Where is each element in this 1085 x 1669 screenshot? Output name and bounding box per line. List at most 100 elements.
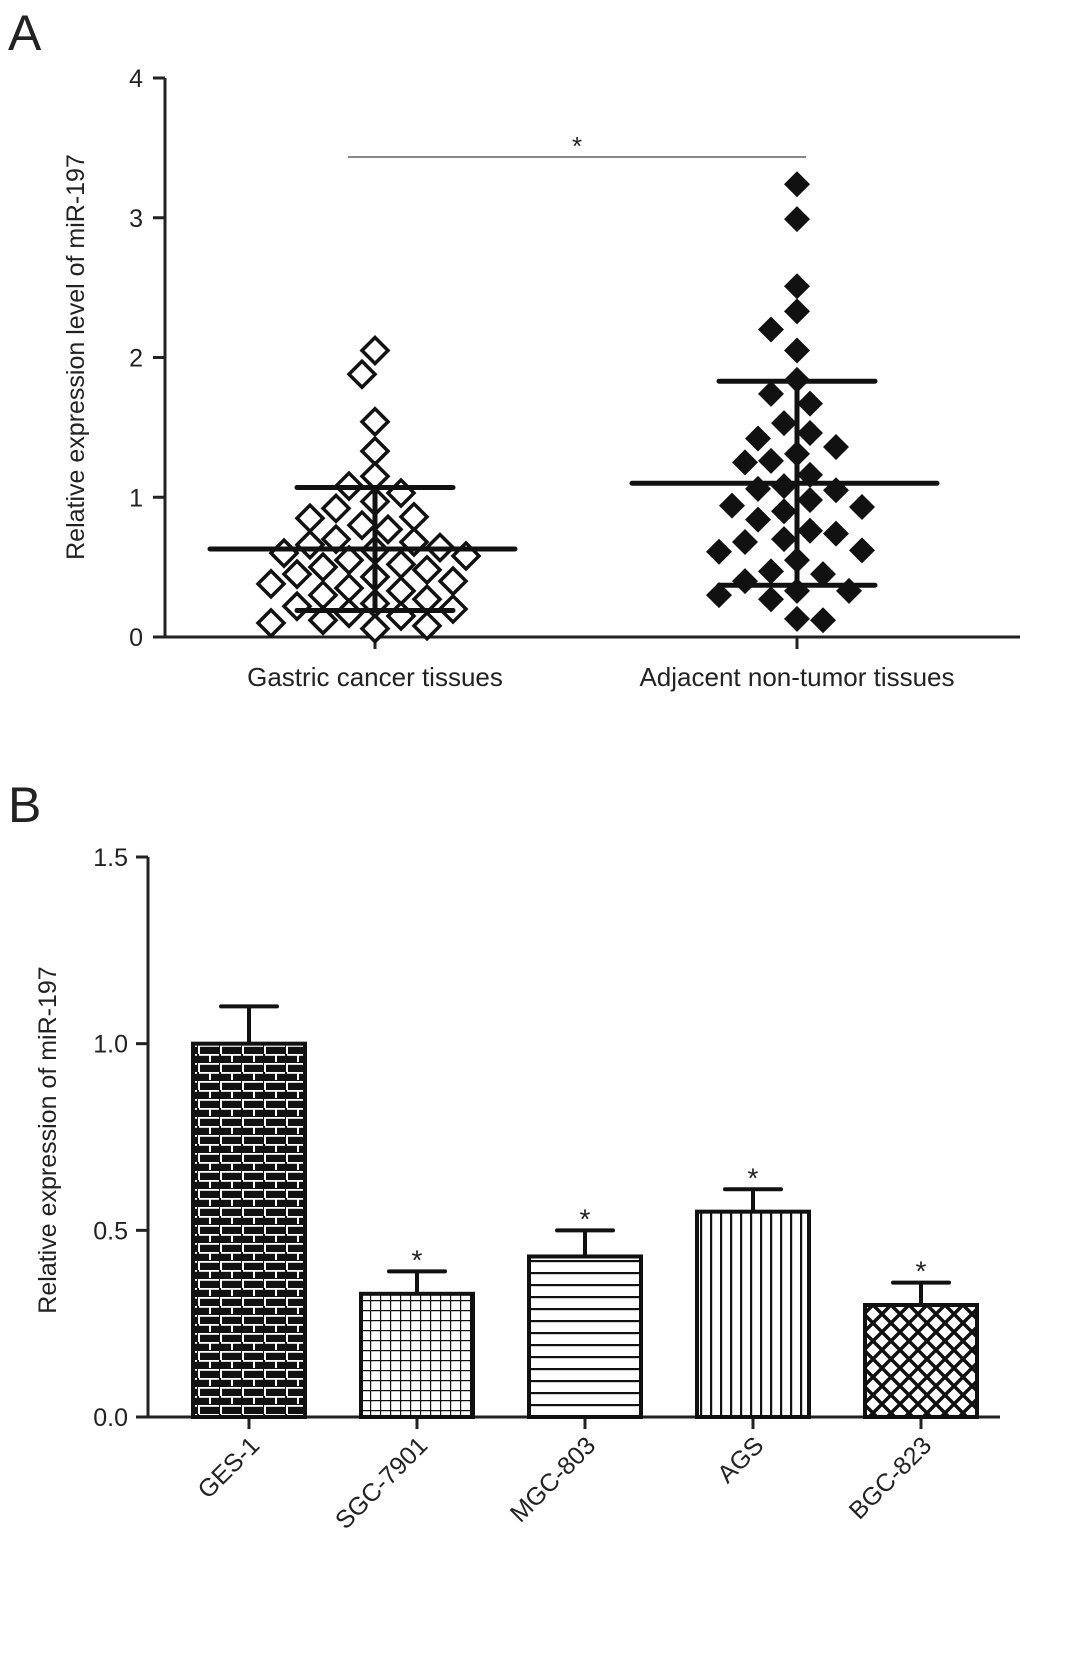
filled-diamond-point xyxy=(784,605,810,632)
filled-diamond-point xyxy=(810,607,836,634)
significance-star: * xyxy=(748,1162,759,1193)
filled-diamond-point xyxy=(810,561,836,588)
panel-b-bars xyxy=(191,1004,979,1420)
panel-b-annotations: * * * * xyxy=(412,1162,927,1286)
filled-diamond-point xyxy=(784,273,810,300)
open-diamond-point xyxy=(294,529,326,561)
open-diamond-point xyxy=(359,613,391,645)
open-diamond-point xyxy=(359,406,391,438)
open-diamond-point xyxy=(307,551,339,583)
filled-diamond-point xyxy=(797,390,823,417)
filled-diamond-point xyxy=(771,473,797,500)
filled-diamond-point xyxy=(706,538,732,565)
filled-diamond-point xyxy=(732,568,758,595)
y-tick-label: 3 xyxy=(129,205,143,233)
panel-letter-b: B xyxy=(8,777,41,833)
open-diamond-point xyxy=(411,610,443,642)
open-diamond-point xyxy=(333,572,365,604)
open-diamond-point xyxy=(346,509,378,541)
open-diamond-point xyxy=(372,513,404,545)
y-tick-label: 0.0 xyxy=(93,1404,128,1432)
significance-star: * xyxy=(580,1203,591,1234)
open-diamond-point xyxy=(333,597,365,629)
y-tick-label: 1.5 xyxy=(93,844,128,872)
panel-b-y-axis-label: Relative expression of miR-197 xyxy=(34,966,62,1313)
open-diamond-point xyxy=(385,600,417,632)
y-tick-label: 0.5 xyxy=(93,1217,128,1245)
y-tick-label: 1 xyxy=(129,484,143,512)
bar-ges-1 xyxy=(191,1041,307,1419)
open-diamond-point xyxy=(411,554,443,586)
open-diamond-point xyxy=(320,523,352,555)
open-diamond-point xyxy=(359,335,391,366)
open-diamond-point xyxy=(294,502,326,534)
panel-b: B Relative expression of miR-197 0.0 0.5… xyxy=(8,777,1000,1535)
panel-a-mean-sd xyxy=(207,378,940,613)
filled-diamond-point xyxy=(732,449,758,476)
filled-diamond-point xyxy=(706,582,732,609)
panel-a: A Relative expression level of miR-197 0… xyxy=(8,5,1020,692)
open-diamond-point xyxy=(268,537,300,569)
y-tick-label: 0 xyxy=(129,624,143,652)
filled-diamond-point xyxy=(758,558,784,585)
open-diamond-point xyxy=(346,358,378,390)
filled-diamond-point xyxy=(797,517,823,544)
open-diamond-point xyxy=(320,492,352,524)
filled-diamond-point xyxy=(745,425,771,452)
x-category-label: AGS xyxy=(712,1431,769,1488)
y-tick-label: 1.0 xyxy=(93,1031,128,1059)
open-diamond-point xyxy=(385,575,417,607)
filled-diamond-point xyxy=(784,337,810,364)
filled-diamond-point xyxy=(849,537,875,564)
filled-diamond-point xyxy=(719,492,745,519)
panel-a-y-axis-label: Relative expression level of miR-197 xyxy=(62,154,90,560)
bar-sgc-7901 xyxy=(359,1291,475,1420)
filled-diamond-point xyxy=(758,380,784,407)
panel-letter-a: A xyxy=(8,5,42,61)
x-category-label: SGC-7901 xyxy=(330,1431,433,1534)
filled-diamond-point xyxy=(797,487,823,514)
significance-star: * xyxy=(412,1244,423,1275)
open-diamond-point xyxy=(255,607,287,639)
y-tick-label: 2 xyxy=(129,345,143,373)
filled-diamond-point xyxy=(771,410,797,437)
significance-star: * xyxy=(916,1256,927,1287)
filled-diamond-point xyxy=(771,526,797,553)
filled-diamond-point xyxy=(849,494,875,521)
bar-bgc-823 xyxy=(863,1303,979,1419)
filled-diamond-point xyxy=(784,206,810,233)
x-category-label: BGC-823 xyxy=(844,1431,937,1524)
open-diamond-point xyxy=(385,477,417,509)
filled-diamond-point xyxy=(823,433,849,460)
significance-star: * xyxy=(572,131,582,161)
filled-diamond-point xyxy=(758,447,784,474)
filled-diamond-point xyxy=(758,316,784,343)
filled-diamond-point xyxy=(758,586,784,613)
filled-diamond-point xyxy=(745,506,771,533)
open-diamond-point xyxy=(307,579,339,611)
filled-diamond-point xyxy=(745,475,771,502)
open-diamond-point xyxy=(281,590,313,622)
open-diamond-point xyxy=(255,568,287,600)
panel-b-y-ticks: 0.0 0.5 1.0 1.5 xyxy=(93,844,128,1432)
filled-diamond-point xyxy=(797,419,823,446)
filled-diamond-point xyxy=(732,528,758,555)
open-diamond-point xyxy=(385,548,417,580)
x-category-label: GES-1 xyxy=(192,1431,265,1504)
filled-diamond-point xyxy=(823,520,849,547)
open-diamond-point xyxy=(359,435,391,467)
panel-a-axes xyxy=(153,76,1020,649)
filled-diamond-point xyxy=(836,577,862,604)
open-diamond-point xyxy=(281,558,313,590)
filled-diamond-point xyxy=(771,498,797,525)
panel-b-x-labels: GES-1 SGC-7901 MGC-803 AGS BGC-823 xyxy=(192,1431,937,1534)
x-category-label: Gastric cancer tissues xyxy=(247,662,503,692)
open-diamond-point xyxy=(307,604,339,636)
bar-mgc-803 xyxy=(527,1254,643,1420)
filled-diamond-point xyxy=(784,171,810,198)
open-diamond-point xyxy=(437,565,469,597)
panel-a-y-ticks: 0 1 2 3 4 xyxy=(129,65,143,652)
x-category-label: MGC-803 xyxy=(505,1431,601,1527)
bar-ags xyxy=(695,1209,811,1419)
